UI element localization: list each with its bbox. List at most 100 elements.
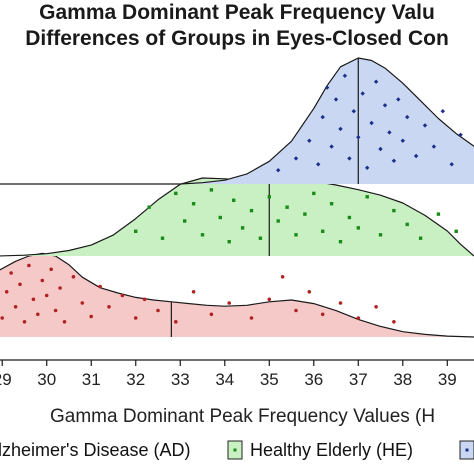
data-point: [329, 202, 334, 206]
data-point: [49, 267, 53, 272]
group-1: [0, 252, 474, 338]
data-point: [174, 320, 178, 324]
data-point: [440, 109, 445, 114]
density-outline: [0, 252, 474, 338]
data-point: [369, 120, 374, 126]
data-point: [53, 308, 58, 313]
data-point: [200, 233, 205, 237]
legend-key-dot: [233, 448, 237, 452]
x-tick-label: 37: [349, 370, 368, 389]
data-point: [338, 240, 343, 244]
data-point: [320, 312, 325, 317]
data-point: [258, 236, 263, 240]
data-point: [240, 226, 245, 230]
data-point: [58, 286, 62, 290]
data-point: [431, 144, 437, 149]
data-point: [120, 293, 125, 298]
x-tick-label: 34: [215, 370, 234, 389]
legend-key-dot: [465, 448, 469, 452]
data-point: [276, 219, 280, 223]
x-axis-title: Gamma Dominant Peak Frequency Values (H: [50, 406, 435, 427]
legend-label: lzheimer's Disease (AD): [0, 440, 190, 460]
data-point: [391, 158, 397, 163]
x-tick-label: 32: [126, 370, 145, 389]
data-point: [147, 205, 151, 209]
data-point: [13, 305, 18, 309]
data-point: [156, 308, 160, 313]
data-point: [307, 290, 312, 294]
chart-title-line-1: Gamma Dominant Peak Frequency Valu: [39, 1, 435, 24]
data-point: [342, 73, 348, 78]
data-point: [413, 153, 419, 159]
data-point: [422, 123, 428, 128]
data-point: [373, 79, 379, 84]
data-point: [183, 219, 187, 223]
legend-item-3: [459, 440, 474, 460]
legend-item-1: lzheimer's Disease (AD): [0, 440, 190, 460]
density-area: [0, 253, 474, 337]
data-point: [405, 222, 409, 227]
data-point: [294, 233, 298, 237]
data-point: [62, 320, 67, 324]
data-point: [294, 308, 298, 313]
data-point: [280, 275, 285, 279]
data-point: [276, 168, 281, 173]
density-area: [0, 178, 474, 256]
data-point: [107, 305, 111, 309]
data-point: [227, 301, 231, 305]
data-point: [44, 293, 49, 298]
data-point: [0, 316, 4, 320]
data-point: [351, 109, 356, 114]
data-point: [382, 103, 388, 108]
data-point: [22, 320, 27, 324]
data-point: [387, 130, 392, 135]
data-point: [356, 316, 361, 320]
data-point: [360, 91, 365, 96]
data-point: [356, 226, 360, 230]
legend-label: Healthy Elderly (HE): [250, 440, 413, 460]
x-tick-label: 33: [171, 370, 190, 389]
data-point: [249, 316, 254, 320]
data-point: [378, 146, 383, 152]
data-point: [89, 314, 93, 319]
data-point: [396, 97, 401, 102]
x-tick-label: 29: [0, 370, 12, 389]
data-point: [316, 162, 321, 167]
x-tick-label: 39: [438, 370, 457, 389]
data-point: [374, 305, 378, 309]
data-point: [191, 290, 196, 294]
data-point: [400, 138, 405, 143]
data-point: [267, 195, 271, 199]
data-point: [80, 301, 85, 305]
data-point: [321, 229, 325, 233]
data-point: [218, 215, 222, 220]
data-point: [320, 114, 325, 120]
data-point: [31, 297, 36, 302]
data-point: [338, 126, 343, 132]
data-point: [71, 275, 76, 279]
legend: lzheimer's Disease (AD) Healthy Elderly (…: [0, 440, 474, 460]
group-3: [0, 57, 474, 185]
data-point: [449, 162, 454, 167]
data-point: [134, 229, 138, 233]
x-tick-label: 35: [260, 370, 279, 389]
data-point: [392, 208, 396, 213]
legend-item-2: Healthy Elderly (HE): [227, 440, 413, 460]
data-point: [307, 138, 312, 143]
data-point: [293, 156, 299, 161]
data-point: [356, 135, 361, 140]
data-point: [405, 114, 410, 120]
data-point: [191, 202, 196, 206]
data-point: [98, 284, 102, 289]
data-point: [312, 191, 316, 196]
data-point: [174, 191, 178, 196]
x-tick-label: 31: [82, 370, 101, 389]
x-axis: 29 30 31 32 33 34 35 36 37 38 39: [0, 359, 474, 389]
data-point: [365, 195, 369, 199]
data-point: [347, 215, 352, 220]
data-point: [333, 97, 339, 102]
data-point: [40, 278, 45, 283]
data-point: [338, 301, 343, 305]
x-tick-label: 36: [304, 370, 323, 389]
